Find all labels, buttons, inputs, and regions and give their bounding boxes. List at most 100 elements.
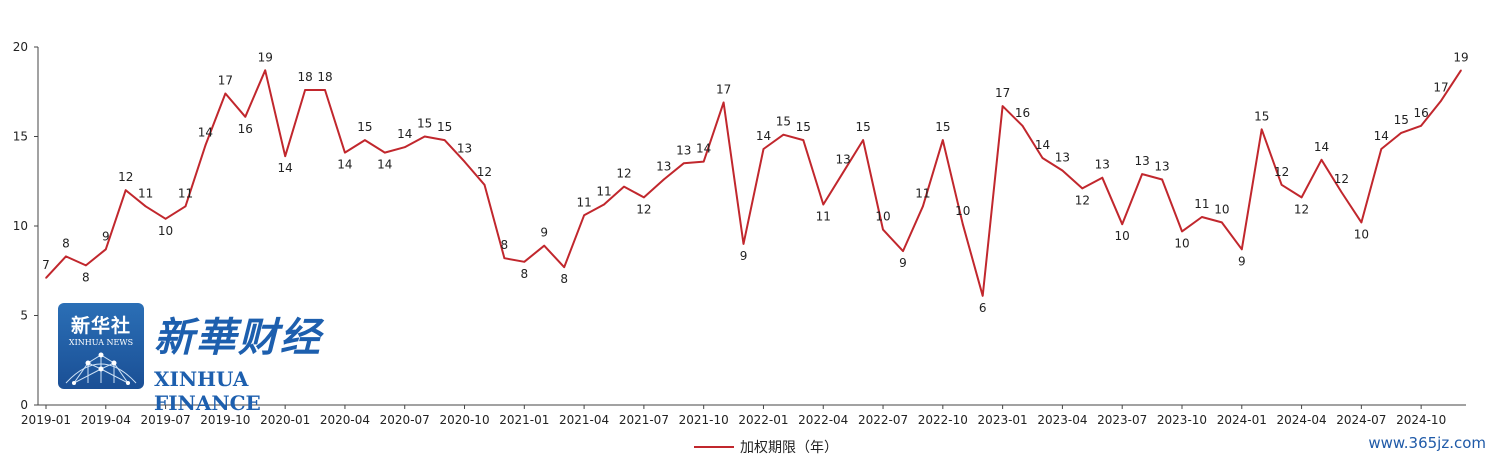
x-tick-label: 2024-10	[1396, 413, 1446, 427]
data-label: 13	[1154, 159, 1169, 173]
x-tick-label: 2024-01	[1217, 413, 1267, 427]
data-point	[563, 266, 565, 268]
data-point	[643, 196, 645, 199]
data-label: 11	[596, 185, 611, 199]
y-tick-label: 5	[20, 309, 28, 323]
data-label: 11	[178, 186, 193, 200]
x-tick-label: 2019-10	[200, 413, 250, 427]
data-point	[1001, 105, 1004, 107]
data-point	[1101, 176, 1104, 179]
data-label: 13	[1055, 151, 1070, 165]
data-point	[782, 133, 785, 136]
data-label: 8	[520, 267, 528, 281]
data-point	[503, 257, 506, 260]
data-point	[961, 223, 964, 226]
data-label: 8	[62, 236, 70, 250]
x-tick-label: 2019-01	[21, 413, 71, 427]
data-point	[124, 189, 127, 191]
data-point	[1121, 223, 1123, 226]
data-label: 15	[417, 117, 432, 131]
data-label: 8	[560, 272, 568, 286]
data-label: 17	[995, 86, 1010, 100]
data-label: 14	[198, 125, 213, 139]
x-tick-label: 2024-07	[1336, 413, 1386, 427]
data-label: 11	[576, 195, 591, 209]
data-label: 10	[158, 224, 173, 238]
x-tick-label: 2022-07	[858, 413, 908, 427]
data-point	[1460, 69, 1462, 72]
x-tick-label: 2022-10	[918, 413, 968, 427]
data-point	[423, 135, 426, 138]
data-label: 19	[1453, 50, 1468, 64]
data-point	[65, 255, 67, 258]
globe-net-icon	[65, 352, 137, 385]
data-point	[104, 248, 107, 251]
data-label: 18	[317, 70, 332, 84]
data-point	[284, 155, 286, 157]
data-point	[862, 139, 864, 141]
x-tick-label: 2023-07	[1097, 413, 1147, 427]
x-tick-label: 2021-10	[679, 413, 729, 427]
data-point	[184, 205, 187, 208]
data-point	[1320, 158, 1323, 161]
data-label: 14	[1374, 129, 1389, 143]
data-point	[1300, 196, 1303, 199]
data-point	[1021, 124, 1024, 127]
data-label: 14	[397, 127, 412, 141]
data-label: 14	[1314, 140, 1329, 154]
legend-label: 加权期限（年）	[740, 440, 838, 456]
data-label: 10	[1214, 202, 1229, 216]
data-point	[1400, 132, 1403, 134]
data-point	[1181, 230, 1183, 233]
data-label: 16	[238, 122, 253, 136]
data-label: 8	[82, 270, 90, 284]
data-point	[1161, 178, 1163, 181]
series-line	[45, 69, 1462, 297]
data-point	[45, 277, 47, 279]
data-point	[224, 92, 227, 95]
x-tick-label: 2020-01	[260, 413, 310, 427]
data-label: 12	[1274, 165, 1289, 179]
data-label: 15	[1254, 109, 1269, 123]
data-point	[603, 203, 605, 206]
data-point	[842, 171, 844, 174]
data-label: 10	[1174, 236, 1189, 250]
data-point	[1201, 216, 1203, 218]
y-tick-label: 15	[13, 130, 28, 144]
data-label: 13	[656, 159, 671, 173]
data-label: 7	[42, 258, 50, 272]
data-point	[543, 244, 546, 247]
data-label: 11	[138, 186, 153, 200]
data-point	[742, 243, 745, 245]
data-label: 18	[297, 70, 312, 84]
data-label: 14	[1035, 138, 1050, 152]
data-point	[942, 139, 944, 141]
x-tick-label: 2019-04	[81, 413, 131, 427]
data-point	[144, 205, 147, 208]
data-label: 19	[258, 50, 273, 64]
data-point	[1240, 248, 1243, 251]
data-point	[1280, 184, 1283, 186]
data-label: 13	[1095, 158, 1110, 172]
data-label: 13	[836, 152, 851, 166]
data-point	[1260, 128, 1263, 131]
data-point	[304, 89, 306, 91]
x-tick-label: 2023-01	[978, 413, 1028, 427]
legend: 加权期限（年）	[694, 437, 838, 457]
data-label: 10	[1354, 227, 1369, 241]
data-label: 11	[1194, 197, 1209, 211]
data-point	[264, 69, 267, 72]
y-tick-label: 10	[13, 219, 28, 233]
data-point	[822, 203, 825, 206]
data-label: 14	[278, 161, 293, 175]
data-point	[1380, 148, 1383, 150]
x-tick-label: 2019-07	[141, 413, 191, 427]
data-point	[1340, 191, 1343, 193]
data-point	[1420, 124, 1422, 127]
data-point	[583, 214, 585, 217]
xinhua-finance-logo: 新华社 XINHUA NEWS 新華财经 XINHUA FINANCE	[58, 303, 342, 415]
data-label: 12	[477, 165, 492, 179]
x-tick-label: 2021-04	[559, 413, 609, 427]
data-label: 12	[1075, 193, 1090, 207]
